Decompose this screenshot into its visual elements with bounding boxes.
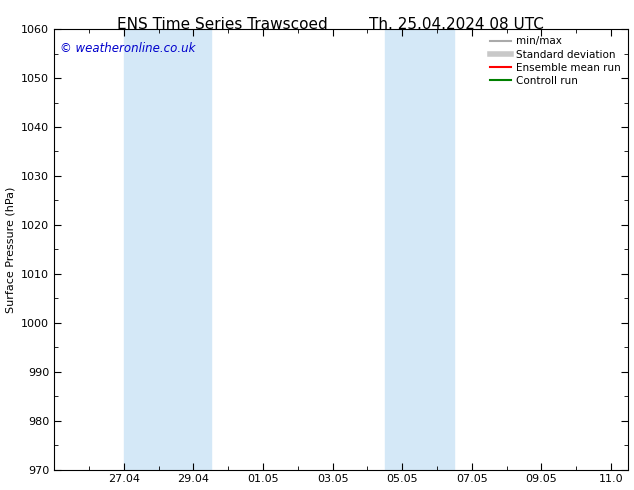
Text: © weatheronline.co.uk: © weatheronline.co.uk (60, 42, 195, 55)
Bar (420, 29, 455, 469)
Text: ENS Time Series Trawscoed: ENS Time Series Trawscoed (117, 17, 327, 32)
Bar (158, 29, 210, 469)
Bar (385, 29, 420, 469)
Text: Th. 25.04.2024 08 UTC: Th. 25.04.2024 08 UTC (369, 17, 544, 32)
Y-axis label: Surface Pressure (hPa): Surface Pressure (hPa) (6, 186, 16, 313)
Bar (124, 29, 158, 469)
Legend: min/max, Standard deviation, Ensemble mean run, Controll run: min/max, Standard deviation, Ensemble me… (486, 32, 625, 90)
